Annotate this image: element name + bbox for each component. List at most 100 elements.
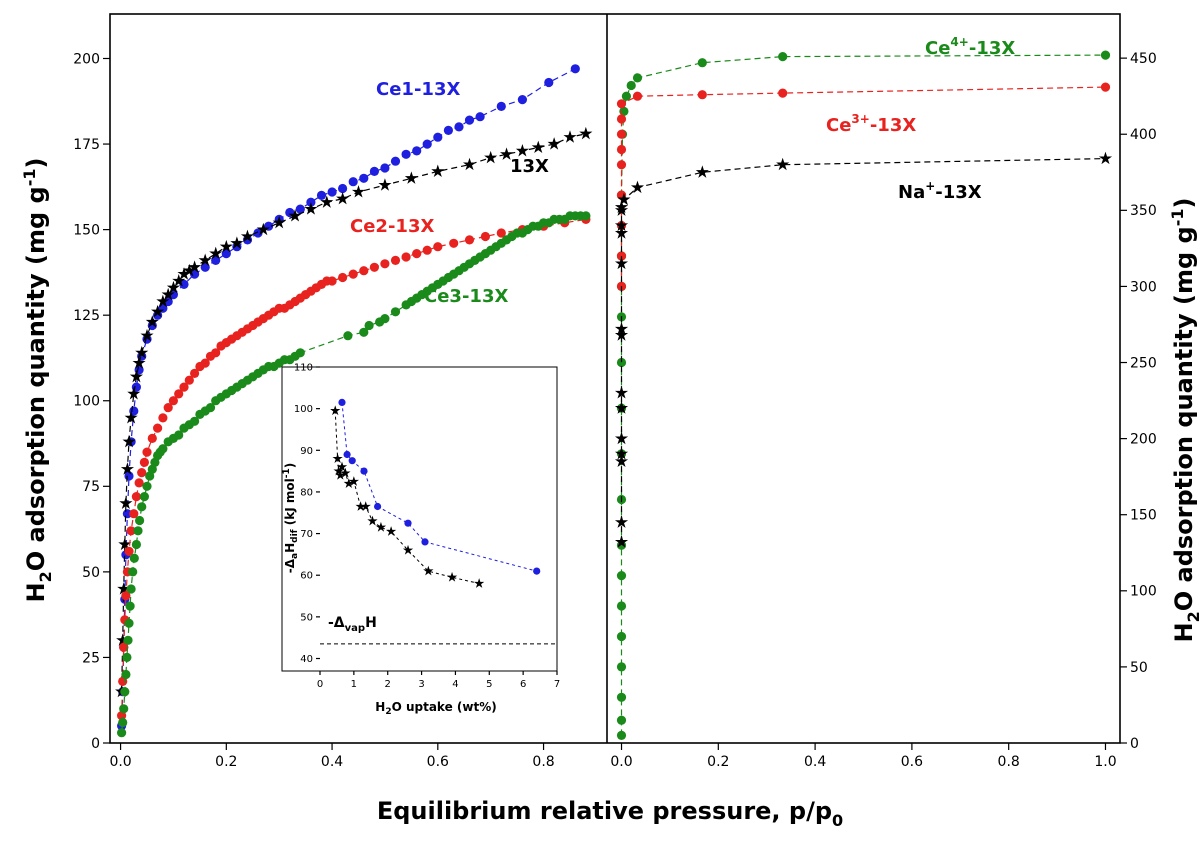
series-13x (115, 126, 593, 698)
x-tick-label: 1.0 (1094, 754, 1116, 770)
data-point (174, 430, 184, 440)
x-axis-title: Equilibrium relative pressure, p/p0 (377, 797, 843, 830)
y-tick-label: 400 (1130, 127, 1157, 143)
data-point (336, 191, 350, 205)
data-point (117, 728, 127, 738)
left-y-title-b: O adsorption quantity (mg g (22, 186, 50, 571)
x-tick-label: 2 (385, 679, 391, 690)
y-tick-label: 300 (1130, 279, 1157, 295)
data-point (778, 88, 788, 98)
data-point (422, 245, 432, 255)
label-ce4plus-sup: 4+ (950, 35, 968, 49)
y-tick-label: 0 (91, 736, 100, 752)
label-ce3-13x: Ce3-13X (424, 286, 508, 307)
series-13x (330, 405, 485, 588)
data-point (515, 144, 529, 157)
label-ce4plus-a: Ce (925, 38, 950, 59)
data-point (126, 584, 136, 594)
x-tick-label: 4 (452, 679, 458, 690)
data-point (614, 515, 629, 528)
right-y-title-c: ) (1170, 198, 1198, 209)
data-point (306, 197, 316, 207)
y-tick-label: 100 (73, 394, 100, 410)
data-point (348, 269, 358, 279)
data-point (421, 538, 429, 546)
data-point (134, 478, 144, 488)
x-axis-title-main: Equilibrium relative pressure, p/p (377, 797, 832, 825)
x-tick-label: 0.6 (427, 754, 449, 770)
inset-ylabel-a: -Δ (283, 558, 297, 573)
data-point (616, 692, 627, 702)
x-tick-label: 0.4 (804, 754, 826, 770)
y-tick-label: 200 (1130, 432, 1157, 448)
right-panel-series (614, 50, 1113, 741)
data-point (205, 403, 216, 413)
data-point (150, 457, 160, 467)
inset-series (330, 398, 541, 588)
inset-ylabel-sub1: a (290, 553, 300, 559)
inset-ylabel-c: (kJ mol (283, 478, 297, 529)
data-point (124, 546, 134, 556)
label-ce1-13x: Ce1-13X (376, 79, 460, 100)
data-point (348, 177, 358, 187)
data-point (412, 146, 422, 156)
data-point (369, 166, 379, 176)
data-point (496, 228, 506, 238)
data-point (616, 571, 627, 581)
inset-axes: 0 1 2 3 4 5 6 7 40 50 60 70 80 90 100 110 (294, 363, 560, 691)
y-tick-label: 60 (300, 571, 313, 582)
data-point (579, 126, 593, 140)
x-tick-label: 0 (317, 679, 323, 690)
right-y-title-sup: -1 (1168, 208, 1187, 226)
data-point (128, 567, 138, 577)
data-point (131, 492, 141, 502)
label-naplus-sup: + (925, 179, 935, 193)
data-point (378, 178, 392, 191)
data-point (327, 276, 337, 286)
data-point (200, 358, 210, 368)
data-point (632, 73, 643, 83)
label-13x: 13X (510, 156, 549, 177)
data-point (544, 77, 554, 88)
data-point (133, 526, 143, 536)
data-point (343, 450, 351, 459)
data-point (570, 64, 580, 74)
data-point (253, 228, 263, 238)
data-point (211, 255, 221, 265)
data-point (163, 296, 173, 307)
data-point (123, 635, 133, 645)
data-point (118, 676, 128, 687)
data-point (190, 416, 200, 426)
y-tick-label: 175 (73, 137, 100, 153)
data-point (119, 642, 129, 652)
data-point (118, 717, 128, 728)
data-point (211, 348, 221, 358)
data-point (697, 58, 707, 68)
series-ce4-13x (616, 50, 1111, 741)
data-point (158, 444, 168, 454)
data-point (359, 327, 369, 337)
data-point (464, 115, 475, 125)
y-tick-label: 75 (82, 479, 100, 495)
data-point (616, 631, 627, 642)
y-tick-label: 110 (294, 363, 313, 374)
data-point (616, 662, 627, 672)
series-line (620, 158, 1106, 543)
data-point (449, 238, 459, 248)
left-y-title-c: ) (22, 158, 50, 169)
left-y-title-sup: -1 (20, 168, 39, 186)
label-ce3plus-sup: 3+ (851, 112, 869, 126)
data-point (184, 375, 194, 385)
data-point (190, 269, 200, 279)
data-point (616, 144, 627, 155)
data-point (120, 687, 130, 697)
data-point (174, 389, 184, 399)
data-point (616, 251, 627, 261)
data-point (616, 357, 627, 368)
data-point (163, 403, 173, 413)
data-point (142, 481, 152, 491)
inset-ylabel: -ΔaHdif (kJ mol-1) (282, 463, 300, 574)
data-point (462, 157, 477, 171)
